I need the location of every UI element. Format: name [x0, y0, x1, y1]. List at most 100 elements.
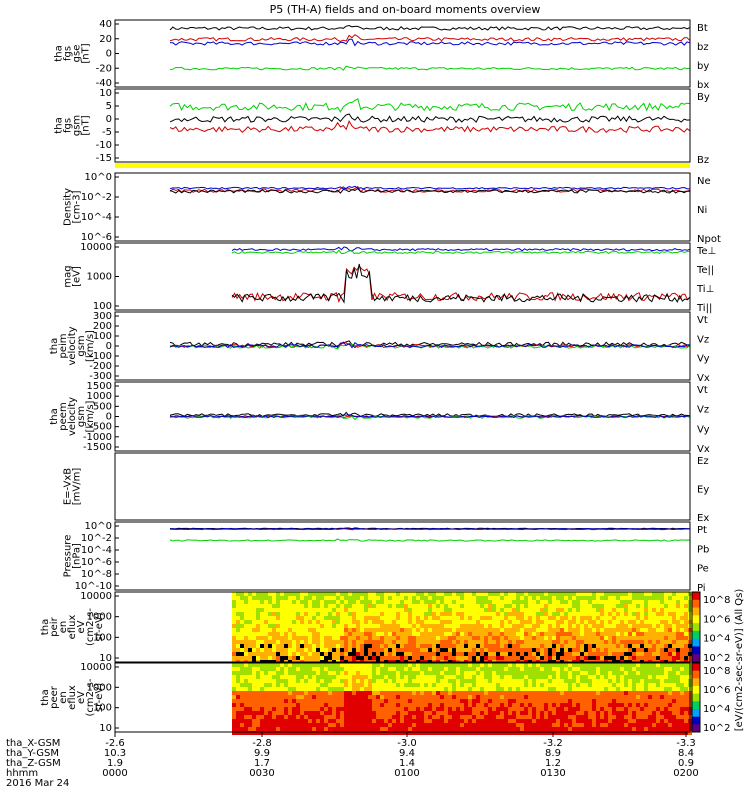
- tick-label: 100: [93, 301, 112, 312]
- panel-frame: [114, 521, 691, 591]
- ylabel-line: tha: [54, 117, 65, 133]
- legend-entry: Pi: [697, 583, 706, 594]
- series-fgs_gsm-1: [169, 113, 691, 124]
- orbit-value: 10.3: [104, 748, 126, 759]
- ylabel-fgs_gsm: thafgsgsm[nT]: [54, 115, 92, 136]
- tick-label: 10000: [80, 591, 112, 602]
- tick-label: 10^-2: [81, 533, 112, 544]
- colorbar: [691, 591, 701, 663]
- legend-entry: Bz: [697, 155, 709, 166]
- ylabel-line: (cm2-s-: [85, 678, 96, 716]
- tick-label: -20: [96, 63, 112, 74]
- ylabel-line: peim: [58, 333, 69, 358]
- ylabel-fgs_btotal: thafgsgse[nT]: [54, 43, 92, 63]
- legend-entry: Te||: [696, 265, 714, 276]
- ylabel-line: tha: [49, 338, 60, 354]
- tick-label: -1500: [83, 442, 112, 453]
- panel-frame: [114, 19, 691, 88]
- ylabel-line: [eV]: [72, 266, 83, 287]
- spectrogram-peir_spectrogram: [232, 592, 692, 664]
- tick-label: 0: [106, 49, 112, 60]
- panel-frame: [114, 242, 691, 311]
- legend-entry: Ex: [697, 513, 709, 524]
- panel-fgs_gsm: thafgsgsm[nT] 10 5 0 -5 -10 -15 By Bz: [54, 88, 710, 166]
- legend-entry: Te⊥: [696, 246, 716, 257]
- colorbar-tick: 10^6: [703, 685, 730, 696]
- orbit-value: 8.9: [545, 748, 561, 759]
- orbit-value: -2.6: [105, 738, 125, 749]
- tick-label: 10^0: [85, 521, 112, 532]
- colorbar: [691, 662, 701, 733]
- legend-entry: Npot: [697, 234, 721, 245]
- ylabel-line: peem: [58, 402, 69, 430]
- ylabel-peim_velocity: thapeimvelocitygsm[km/s]: [49, 326, 96, 365]
- orbit-value: 0000: [102, 768, 127, 779]
- panel-frame: [114, 88, 691, 163]
- series-temperature-1: [231, 263, 691, 304]
- panel-efield: E=-VxB[mV/m] Ez Ey Ex: [63, 452, 709, 524]
- ylabel-line: [mV/m]: [72, 468, 83, 506]
- ylabel-line: eflux: [67, 685, 78, 710]
- tick-label: -500: [89, 422, 112, 433]
- legend-entry: Ey: [697, 485, 709, 496]
- series-fgs_btotal-3: [170, 38, 691, 47]
- tick-label: 0: [106, 412, 112, 423]
- tick-label: 10: [99, 653, 112, 664]
- series-peim_velocity-0: [169, 340, 691, 349]
- orbit-row-label: tha_Y-GSM: [6, 748, 59, 759]
- panel-frame: [114, 452, 691, 521]
- ylabel-line: eV: [76, 620, 87, 633]
- tick-label: -100: [89, 351, 112, 362]
- colorbar-tick: 10^2: [703, 653, 730, 664]
- legend-entry: Vz: [697, 405, 709, 416]
- orbit-row-label: hhmm: [6, 768, 38, 779]
- orbit-value: 0200: [673, 768, 698, 779]
- tick-label: 10000: [80, 662, 112, 673]
- series-density-1: [169, 187, 691, 194]
- ylabel-line: tha: [40, 689, 51, 705]
- panel-temperature: mag[eV] 10000 1000 100 Te⊥ Te|| Ti⊥ Ti||: [63, 242, 717, 314]
- series-peem_velocity-1: [169, 415, 691, 419]
- series-peem_velocity-3: [169, 414, 690, 418]
- ylabel-line: mag: [63, 265, 74, 287]
- legend-entry: Ti||: [696, 303, 712, 314]
- colorbar-tick: 10^4: [703, 704, 730, 715]
- colorbar-tick: 10^8: [703, 666, 730, 677]
- legend-entry: Vt: [697, 315, 708, 326]
- colorbar-tick: 10^6: [703, 614, 730, 625]
- ylabel-pressure: Pressure[nPa]: [63, 535, 83, 578]
- tick-label: 40: [99, 19, 112, 30]
- ylabel-line: [nT]: [81, 115, 92, 135]
- tick-label: 1000: [87, 682, 112, 693]
- legend-entry: Vx: [697, 373, 710, 384]
- ylabel-line: gsm: [72, 115, 83, 136]
- colorbar-tick: 10^8: [703, 595, 730, 606]
- ylabel-line: [cm-3]: [72, 190, 83, 223]
- tick-label: 300: [93, 311, 112, 322]
- tick-label: 1000: [87, 612, 112, 623]
- tick-label: 0: [106, 114, 112, 125]
- orbit-value: 1.7: [254, 758, 270, 769]
- legend-entry: Vx: [697, 444, 710, 455]
- orbit-value: -2.8: [252, 738, 272, 749]
- tick-label: -1000: [83, 432, 112, 443]
- status-bar: [115, 163, 690, 168]
- tick-label: 10: [99, 88, 112, 99]
- legend-entry: Ti⊥: [696, 284, 714, 295]
- tick-label: 10^-4: [81, 545, 112, 556]
- ylabel-line: sr-eV): [94, 683, 105, 712]
- tick-label: 0: [106, 341, 112, 352]
- orbit-value: -3.0: [397, 738, 417, 749]
- series-pressure-3: [169, 528, 691, 530]
- ylabel-line: en: [58, 691, 69, 704]
- series-fgs_btotal-1: [169, 34, 691, 42]
- tick-label: 1500: [87, 381, 112, 392]
- panel-frame: [114, 662, 691, 733]
- ylabel-line: sr-eV): [94, 612, 105, 641]
- ylabel-line: Pressure: [63, 535, 74, 578]
- legend-entry: Vy: [697, 354, 710, 365]
- panel-frame: [114, 311, 691, 381]
- ylabel-line: eV: [76, 691, 87, 704]
- orbit-value: -3.3: [676, 738, 696, 749]
- ylabel-line: E=-VxB: [63, 468, 74, 505]
